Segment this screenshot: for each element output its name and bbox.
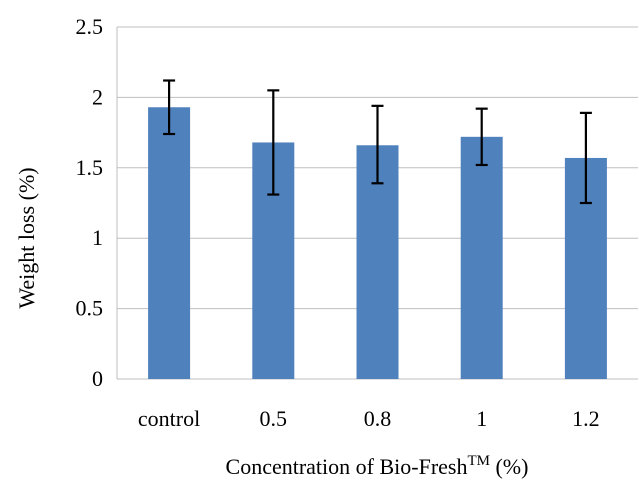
y-tick-label: 1.5 — [76, 155, 104, 180]
x-tick-label: 1 — [476, 406, 487, 431]
x-tick-label: control — [138, 406, 200, 431]
x-tick-labels: control 0.5 0.8 1 1.2 — [138, 406, 600, 431]
bar — [460, 136, 503, 379]
error-bars — [163, 79, 592, 205]
error-bar — [163, 79, 176, 136]
x-tick-label: 0.8 — [364, 406, 392, 431]
bar — [148, 107, 191, 380]
error-bar — [371, 104, 384, 185]
x-tick-label: 1.2 — [572, 406, 600, 431]
y-tick-labels: 0 0.5 1 1.5 2 2.5 — [76, 14, 104, 391]
y-tick-label: 0 — [92, 366, 103, 391]
error-bar — [579, 111, 592, 205]
y-axis-title: Weight loss (%) — [14, 167, 39, 308]
y-tick-label: 2.5 — [76, 14, 104, 39]
y-tick-label: 0.5 — [76, 296, 104, 321]
y-tick-label: 2 — [92, 84, 103, 109]
error-bar — [475, 107, 488, 167]
x-axis-title: Concentration of Bio-FreshTM (%) — [226, 453, 529, 479]
x-tick-label: 0.5 — [260, 406, 288, 431]
y-tick-label: 1 — [92, 225, 103, 250]
error-bar — [267, 89, 280, 196]
